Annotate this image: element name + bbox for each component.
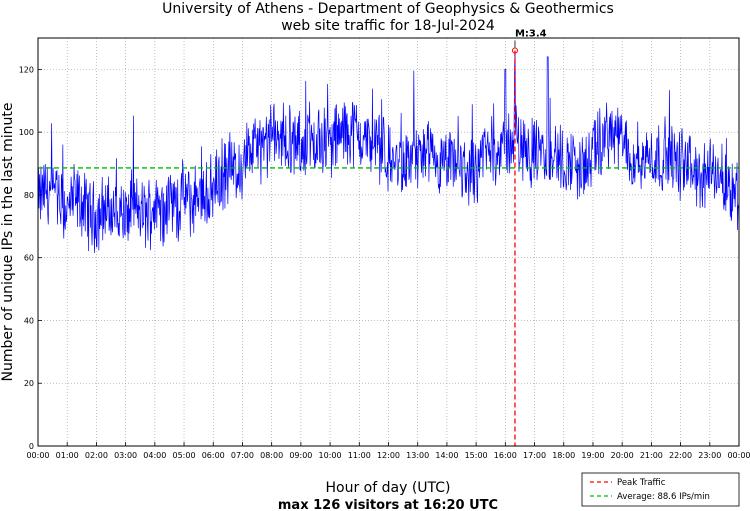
traffic-series	[37, 50, 740, 253]
peak-marker	[511, 47, 518, 54]
x-tick-label: 06:00	[202, 451, 225, 460]
y-tick-label: 60	[24, 254, 34, 263]
chart-subtitle: max 126 visitors at 16:20 UTC	[278, 498, 498, 511]
legend-average-label: Average: 88.6 IPs/min	[617, 492, 710, 502]
x-tick-label: 03:00	[114, 451, 137, 460]
x-tick-label: 10:00	[319, 451, 342, 460]
x-tick-label: 15:00	[465, 451, 488, 460]
y-tick-label: 40	[24, 316, 34, 325]
x-tick-label: 00:00	[26, 451, 49, 460]
x-tick-label: 19:00	[581, 451, 604, 460]
x-tick-label: 07:00	[231, 451, 254, 460]
legend-box	[581, 472, 740, 507]
x-tick-label: 21:00	[640, 451, 663, 460]
legend-peak-label: Peak Traffic	[617, 478, 666, 488]
chart-title-line2: web site traffic for 18-Jul-2024	[281, 18, 495, 34]
traffic-line	[37, 50, 740, 253]
x-tick-label: 12:00	[377, 451, 400, 460]
x-tick-label: 08:00	[260, 451, 283, 460]
x-tick-label: 16:00	[494, 451, 517, 460]
x-tick-label: 20:00	[611, 451, 634, 460]
legend: Peak Traffic Average: 88.6 IPs/min	[581, 472, 740, 507]
x-tick-label: 18:00	[552, 451, 575, 460]
x-tick-label: 00:00	[727, 451, 750, 460]
x-tick-label: 23:00	[698, 451, 721, 460]
y-tick-label: 0	[29, 442, 34, 451]
reference-lines: M:3.4	[38, 29, 739, 446]
y-tick-label: 80	[24, 191, 34, 200]
x-tick-label: 05:00	[173, 451, 196, 460]
x-tick-label: 22:00	[669, 451, 692, 460]
y-tick-label: 100	[19, 128, 34, 137]
x-tick-label: 04:00	[143, 451, 166, 460]
x-axis-label: Hour of day (UTC)	[326, 480, 451, 496]
x-tick-label: 17:00	[523, 451, 546, 460]
peak-annotation: M:3.4	[515, 29, 547, 40]
chart-title-line1: University of Athens - Department of Geo…	[162, 1, 614, 17]
y-axis-ticks: 0 20 40 60 80 100 120	[19, 65, 42, 451]
x-tick-label: 13:00	[406, 451, 429, 460]
x-tick-label: 14:00	[435, 451, 458, 460]
x-axis-ticks: 00:00 01:00 02:00 03:00 04:00 05:00 06:00 07:00…	[26, 442, 750, 460]
y-axis-label: Number of unique IPs in the last minute	[0, 103, 16, 382]
y-tick-label: 20	[24, 379, 34, 388]
x-tick-label: 09:00	[289, 451, 312, 460]
grid	[38, 38, 739, 446]
x-tick-label: 01:00	[56, 451, 79, 460]
x-tick-label: 02:00	[85, 451, 108, 460]
x-tick-label: 11:00	[348, 451, 371, 460]
y-tick-label: 120	[19, 65, 34, 74]
